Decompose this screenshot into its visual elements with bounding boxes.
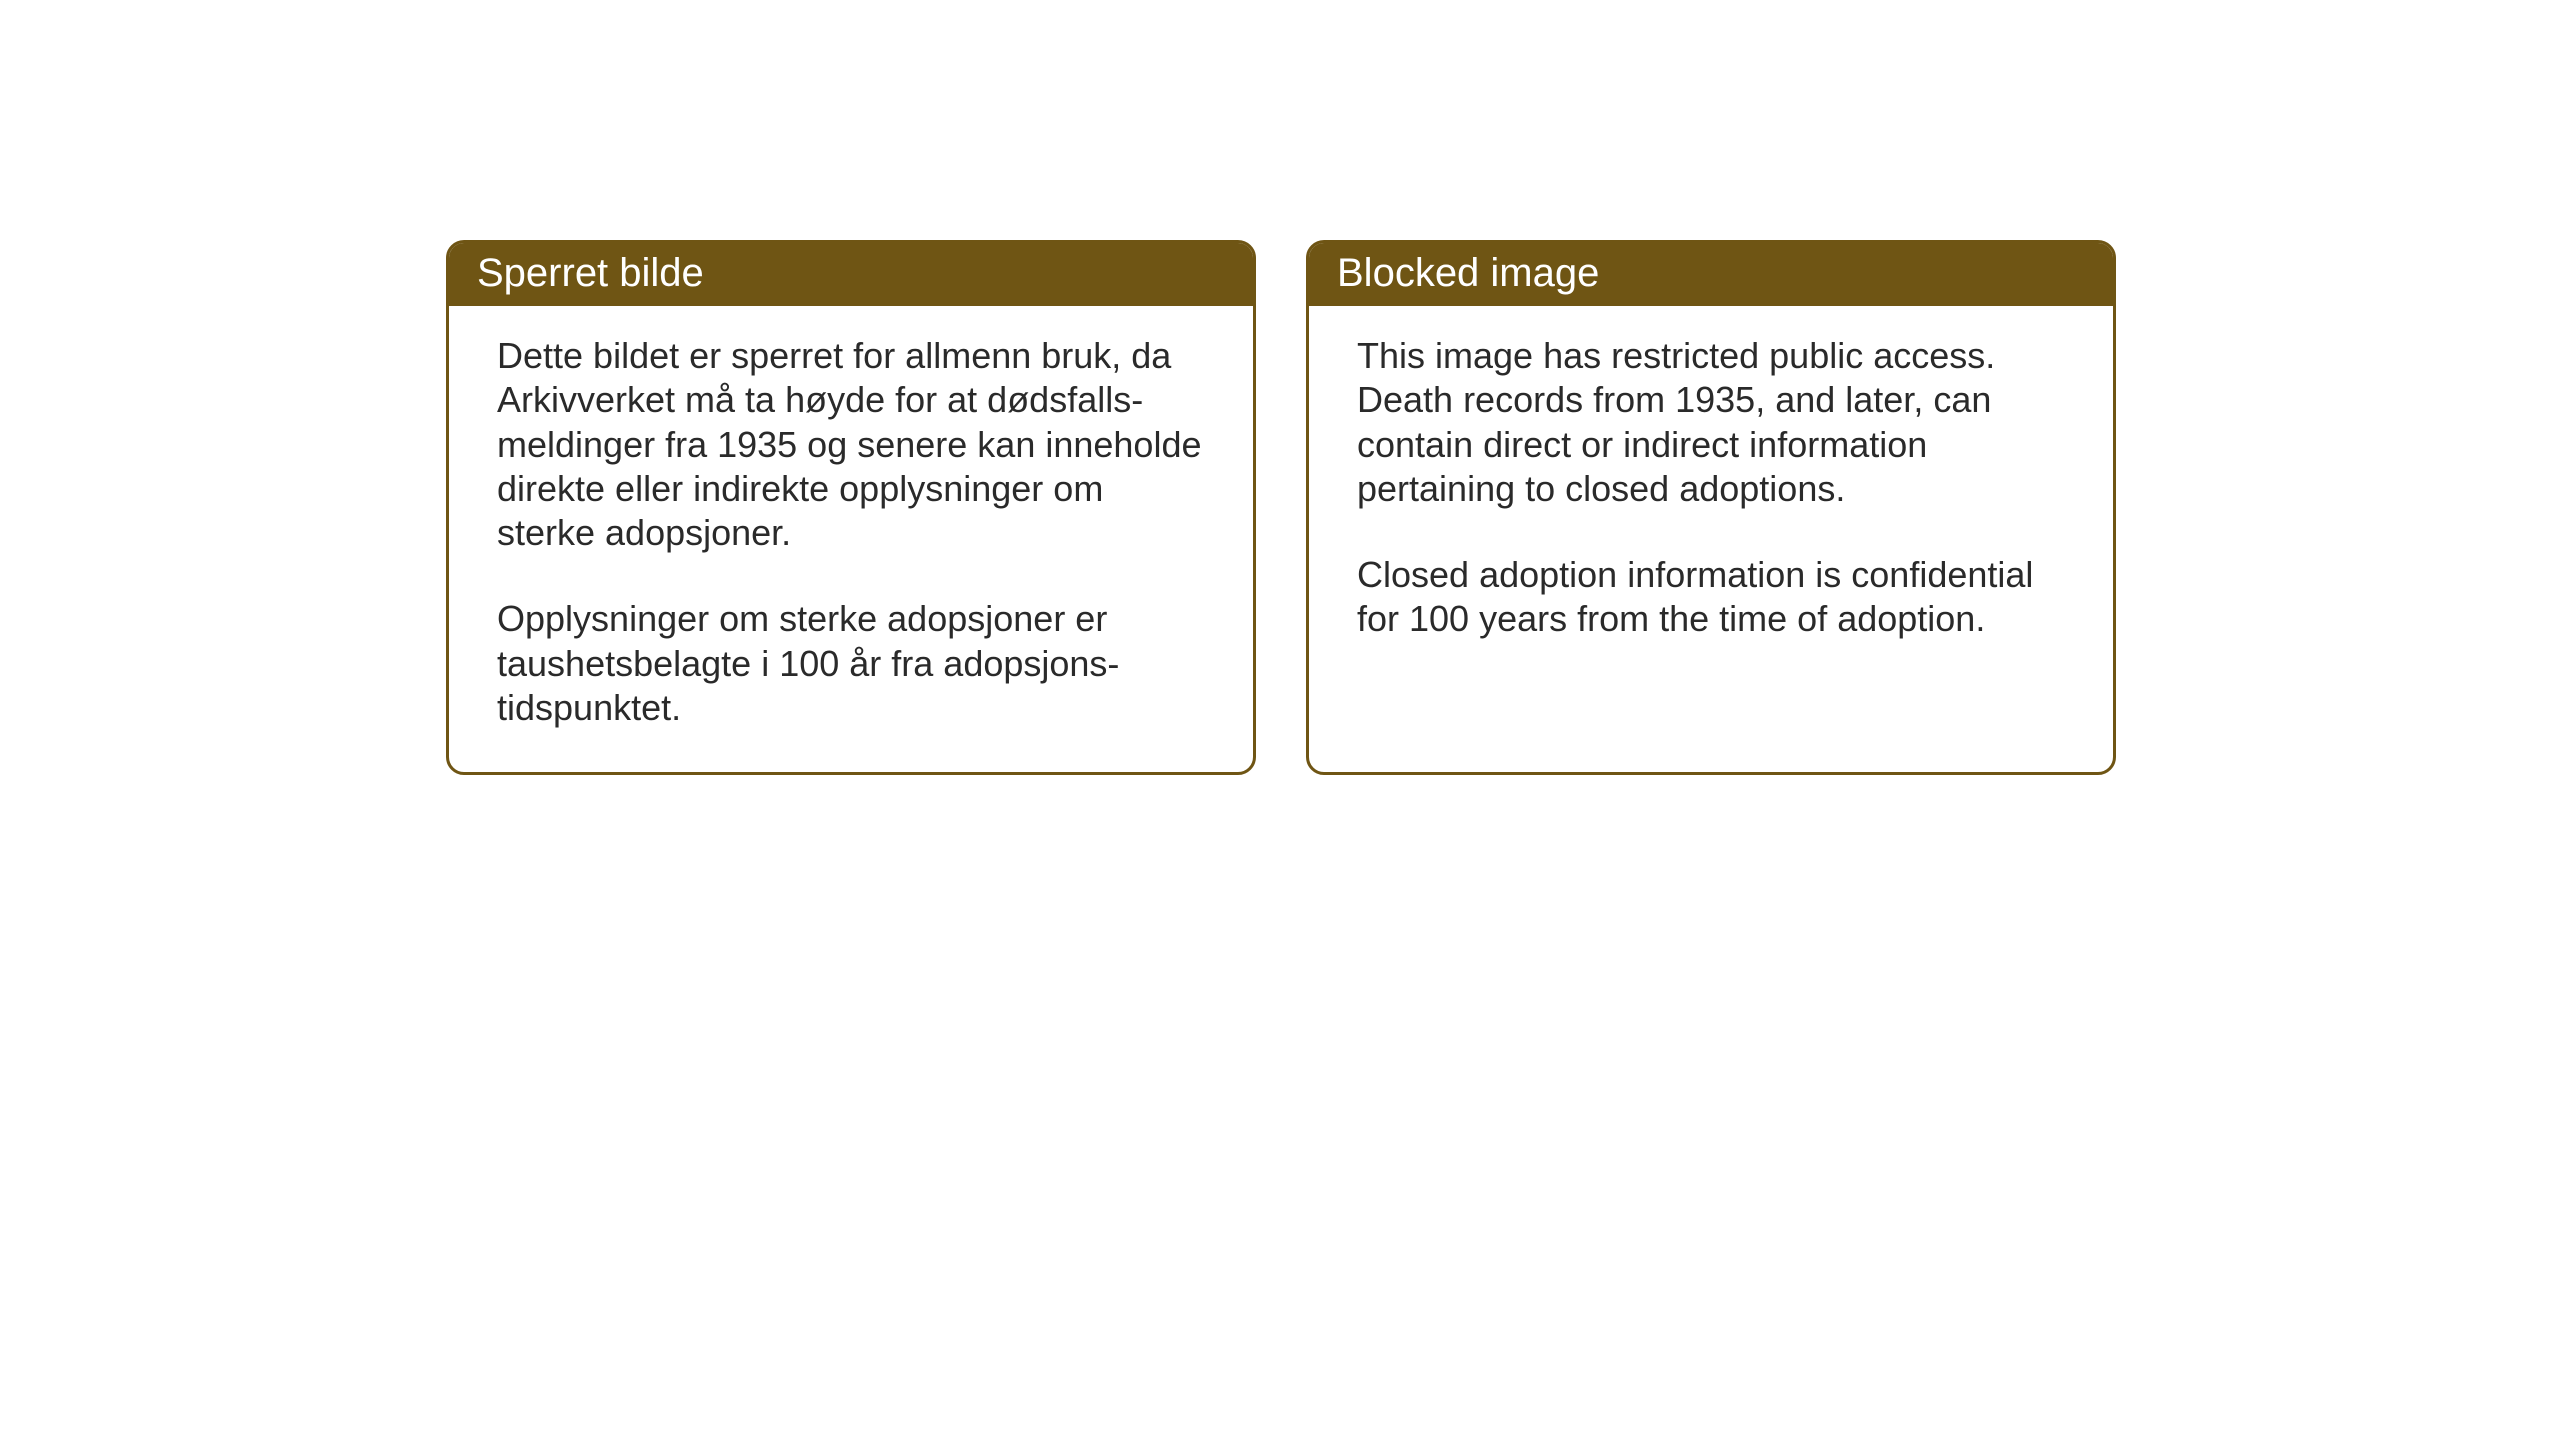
notice-title-english: Blocked image [1337,251,1599,295]
notice-body-norwegian: Dette bildet er sperret for allmenn bruk… [449,306,1253,772]
notice-paragraph: Closed adoption information is confident… [1357,553,2065,642]
notice-card-english: Blocked image This image has restricted … [1306,240,2116,775]
notice-paragraph: Opplysninger om sterke adopsjoner er tau… [497,597,1205,730]
notice-header-english: Blocked image [1309,243,2113,306]
notice-paragraph: Dette bildet er sperret for allmenn bruk… [497,334,1205,555]
notice-container: Sperret bilde Dette bildet er sperret fo… [446,240,2116,775]
notice-paragraph: This image has restricted public access.… [1357,334,2065,511]
notice-title-norwegian: Sperret bilde [477,251,704,295]
notice-body-english: This image has restricted public access.… [1309,306,2113,684]
notice-card-norwegian: Sperret bilde Dette bildet er sperret fo… [446,240,1256,775]
notice-header-norwegian: Sperret bilde [449,243,1253,306]
